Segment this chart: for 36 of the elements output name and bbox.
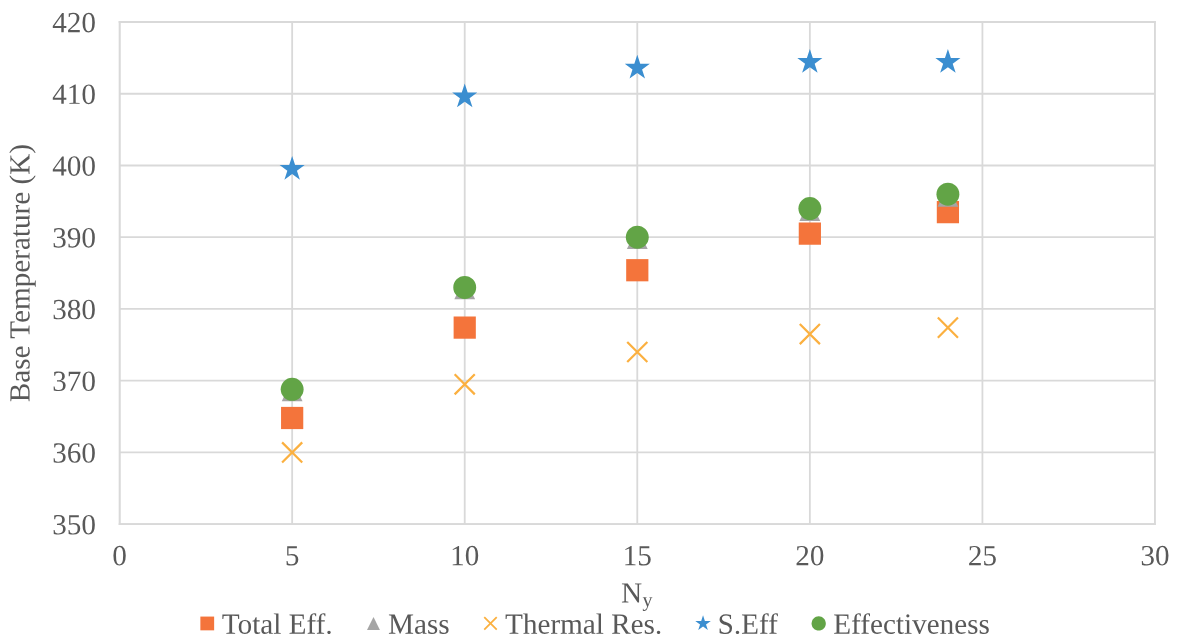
point: [453, 316, 476, 339]
x-tick-label: 20: [796, 545, 824, 566]
point: [936, 316, 960, 339]
y-tick-label: 410: [52, 84, 95, 105]
legend-label: Thermal Res.: [505, 613, 661, 635]
legend-label: Total Eff.: [222, 613, 331, 635]
x-tick-label: 10: [452, 545, 479, 566]
point: [626, 259, 649, 282]
point: [935, 48, 961, 73]
point: [280, 441, 304, 464]
y-tick-label: 350: [53, 514, 95, 535]
y-tick-label: 390: [53, 227, 95, 248]
point: [279, 155, 305, 180]
point: [626, 340, 649, 364]
point: [452, 83, 478, 108]
x-tick-label: 25: [969, 545, 996, 566]
y-tick-label: 360: [53, 443, 95, 463]
y-tick-label: 400: [52, 156, 95, 176]
legend-label: Effectiveness: [834, 613, 989, 634]
y-axis-title: Base Temperature (K): [9, 145, 36, 402]
point: [281, 406, 304, 430]
y-tick-label: 420: [52, 12, 95, 33]
x-tick-label: 15: [625, 545, 651, 566]
legend-label: S.Eff: [719, 613, 778, 635]
x-tick-label: 30: [1141, 545, 1169, 566]
point: [453, 373, 476, 396]
point: [798, 322, 822, 346]
legend-label: Mass: [388, 614, 449, 634]
x-tick-label: 5: [286, 546, 299, 566]
x-axis-title: N$_{y}$: [621, 583, 653, 611]
y-tick-label: 370: [53, 371, 95, 392]
point: [798, 222, 821, 245]
y-tick-label: 380: [53, 299, 95, 320]
point: [797, 48, 823, 73]
x-tick-label: 0: [113, 545, 126, 566]
point: [624, 54, 650, 79]
